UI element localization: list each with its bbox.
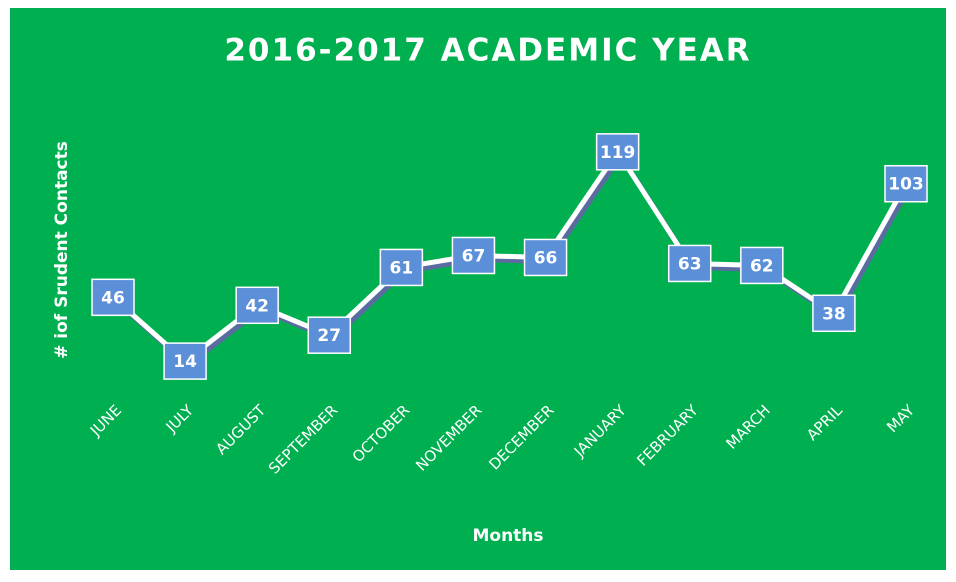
- data-label-box: [523, 238, 568, 277]
- data-label: 119: [600, 143, 636, 163]
- data-label: 38: [822, 304, 846, 324]
- data-label-box: [812, 294, 856, 333]
- data-label: 27: [317, 326, 341, 346]
- data-label: 103: [888, 175, 924, 195]
- chart-background: [10, 8, 946, 570]
- x-axis-title: Months: [472, 526, 543, 546]
- y-axis-title: # iof Srudent Contacts: [52, 141, 72, 359]
- data-label-box: [235, 286, 279, 325]
- data-label: 66: [534, 248, 558, 268]
- data-label-box: [163, 342, 207, 380]
- data-label: 67: [462, 246, 486, 266]
- data-label-box: [379, 248, 424, 287]
- chart-title: 2016-2017 ACADEMIC YEAR: [224, 33, 751, 69]
- data-label: 14: [173, 352, 197, 372]
- data-label: 63: [678, 254, 702, 274]
- data-label-box: [91, 278, 135, 317]
- data-label-box: [884, 164, 928, 203]
- data-label-box: [451, 236, 496, 275]
- data-label: 61: [390, 258, 414, 278]
- data-label-box: [667, 244, 712, 283]
- data-label: 62: [750, 256, 774, 276]
- data-label-box: [595, 133, 640, 171]
- data-label-box: [307, 316, 352, 354]
- data-label: 46: [101, 288, 125, 308]
- data-label-box: [740, 246, 784, 285]
- data-label: 42: [245, 296, 269, 316]
